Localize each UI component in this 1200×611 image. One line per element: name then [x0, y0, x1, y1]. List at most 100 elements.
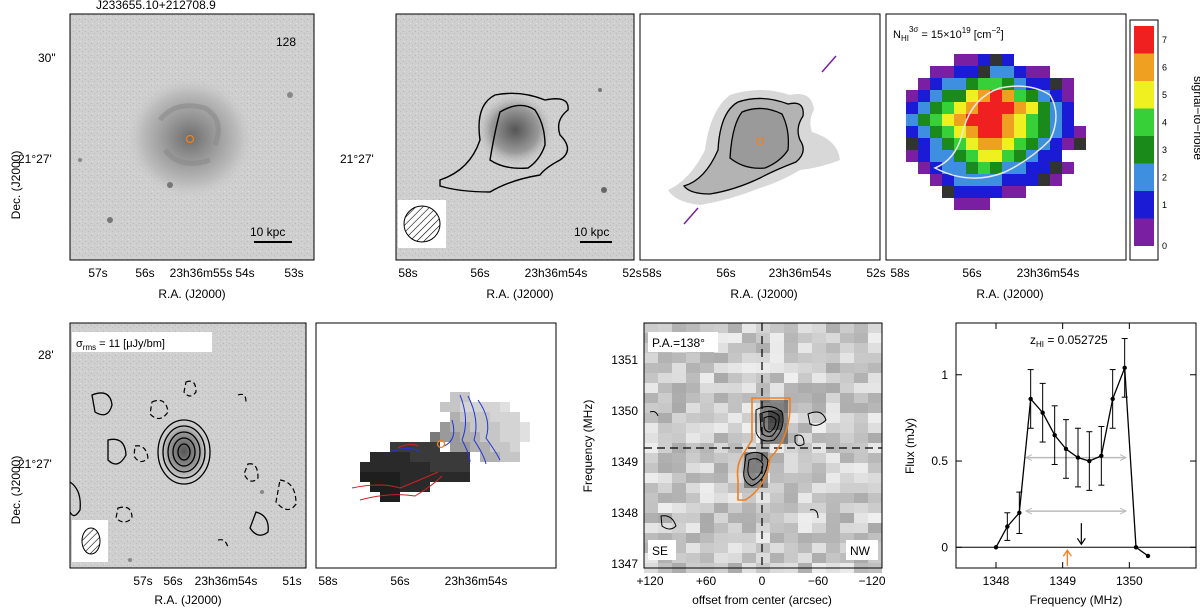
ra-tick-label: 58s [890, 266, 909, 280]
pv-pixel [700, 553, 714, 563]
pv-pixel [672, 443, 686, 453]
colorbar-segment [1134, 53, 1154, 81]
pv-pixel [784, 393, 798, 403]
pv-pixel [784, 473, 798, 483]
velocity-pixel [410, 482, 420, 492]
snr-pixel [954, 162, 966, 174]
pv-pixel [812, 543, 826, 553]
pv-pixel [714, 393, 728, 403]
pv-pixel [826, 353, 840, 363]
snr-pixel [954, 54, 966, 66]
pv-pixel [798, 333, 812, 343]
snr-pixel [1050, 162, 1062, 174]
pv-pixel [644, 353, 658, 363]
spectrum-point [1005, 524, 1010, 529]
pv-pixel [868, 473, 882, 483]
pv-pixel [658, 323, 672, 333]
pv-pixel [644, 383, 658, 393]
snr-pixel [978, 174, 990, 186]
pv-pixel [700, 483, 714, 493]
pv-pixel [742, 553, 756, 563]
pv-pixel [840, 383, 854, 393]
colorbar-tick-label: 5 [1162, 90, 1167, 100]
pv-pixel [700, 423, 714, 433]
pv-pixel [714, 443, 728, 453]
snr-pixel [1002, 138, 1014, 150]
pv-pixel [728, 413, 742, 423]
pv-pixel [728, 553, 742, 563]
width-arrowhead [1119, 507, 1128, 515]
offset-tick-label: 0 [759, 574, 766, 588]
pv-pixel [728, 363, 742, 373]
snr-pixel [906, 138, 918, 150]
pv-pixel [770, 493, 784, 503]
pv-pixel [672, 453, 686, 463]
snr-pixel [1038, 126, 1050, 138]
snr-pixel [1026, 162, 1038, 174]
pv-pixel [826, 453, 840, 463]
pv-pixel [728, 353, 742, 363]
pv-pixel [658, 353, 672, 363]
offset-tick-label: +120 [636, 574, 663, 588]
pv-pixel [672, 463, 686, 473]
spectrum-point [1087, 458, 1092, 464]
pv-pixel [798, 473, 812, 483]
pv-pixel [812, 353, 826, 363]
pv-pixel [658, 433, 672, 443]
snr-pixel [978, 138, 990, 150]
snr-pixel [966, 54, 978, 66]
snr-pixel [966, 114, 978, 126]
pv-pixel [868, 463, 882, 473]
pv-pixel [770, 353, 784, 363]
snr-pixel [990, 54, 1002, 66]
pv-pixel [784, 483, 798, 493]
pv-pixel [868, 373, 882, 383]
pv-pixel [798, 343, 812, 353]
pv-pixel [770, 523, 784, 533]
snr-pixel [978, 150, 990, 162]
pv-pixel [728, 503, 742, 513]
snr-pixel [978, 198, 990, 210]
spectrum-point [1063, 446, 1069, 452]
pv-pixel [756, 553, 770, 563]
pv-pixel [868, 493, 882, 503]
snr-pixel [942, 78, 954, 90]
pv-pixel [826, 383, 840, 393]
pv-pixel [700, 363, 714, 373]
ra-tick-label: 23h36m54s [195, 574, 258, 588]
pv-pixel [644, 403, 658, 413]
snr-pixel [918, 126, 930, 138]
snr-pixel [978, 114, 990, 126]
snr-pixel [1002, 174, 1014, 186]
pv-pixel [756, 353, 770, 363]
pv-pixel [784, 423, 798, 433]
pv-pixel [644, 463, 658, 473]
pv-pixel [658, 453, 672, 463]
snr-pixel-map [906, 54, 1086, 210]
pv-pixel [854, 383, 868, 393]
scale-bar-label: 10 kpc [250, 225, 285, 239]
pv-pixel [840, 503, 854, 513]
velocity-pixel [400, 462, 410, 472]
pv-pixel [728, 453, 742, 463]
pv-pixel [672, 493, 686, 503]
ra-tick-label: 56s [135, 266, 154, 280]
pv-pixel [798, 493, 812, 503]
pv-pixel [742, 403, 756, 413]
pv-pixel [658, 393, 672, 403]
pv-pixel [644, 503, 658, 513]
pv-pixel [742, 383, 756, 393]
snr-pixel [1002, 102, 1014, 114]
snr-pixel [1014, 150, 1026, 162]
snr-pixel [1002, 126, 1014, 138]
pv-pixel [868, 413, 882, 423]
velocity-pixel [400, 452, 410, 462]
pv-pixel [868, 403, 882, 413]
colorbar-label: signal−to−noise [1191, 76, 1200, 160]
snr-pixel [906, 150, 918, 162]
x-axis-label: Frequency (MHz) [1030, 593, 1123, 607]
ra-tick-label: 58s [642, 266, 661, 280]
velocity-pixel [460, 452, 470, 462]
pv-pixel [826, 503, 840, 513]
